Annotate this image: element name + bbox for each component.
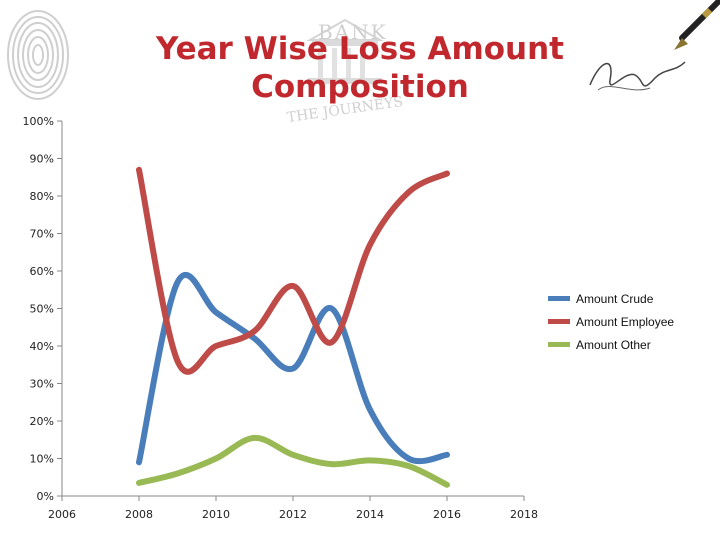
series-line-amount-employee — [136, 166, 450, 375]
x-tick-label: 2018 — [510, 508, 538, 521]
legend-swatch — [548, 296, 570, 301]
axes: 0% 10% 20% 30% 40% 50% 60% 70% 80% 90% 100% 2006 200… — [23, 115, 538, 521]
data-point-amount-employee — [329, 340, 334, 345]
data-point-amount-employee — [291, 284, 295, 288]
data-point-amount-crude — [175, 280, 180, 285]
legend-label: Amount Employee — [576, 314, 675, 329]
series-group — [136, 166, 450, 488]
data-point-amount-crude — [214, 310, 218, 315]
chart-legend: Amount Crude Amount Employee Amount Other — [548, 287, 674, 356]
legend-swatch — [548, 342, 570, 347]
bank-watermark: THE JOURNEYS BANK — [250, 10, 440, 126]
data-point-amount-other — [175, 471, 180, 476]
data-point-amount-crude — [252, 336, 257, 341]
y-tick-label: 70% — [30, 228, 54, 241]
data-point-amount-other — [368, 458, 372, 463]
data-point-amount-crude — [291, 366, 295, 371]
y-tick-label: 100% — [23, 115, 54, 128]
data-point-amount-other — [406, 464, 411, 468]
data-point-amount-employee — [175, 359, 180, 363]
y-tick-label: 80% — [30, 190, 54, 203]
y-tick-label: 50% — [30, 303, 54, 316]
data-point-amount-employee — [214, 344, 218, 348]
x-tick-label: 2014 — [356, 508, 384, 521]
legend-item-amount-crude: Amount Crude — [548, 287, 674, 310]
data-point-amount-crude — [406, 456, 411, 461]
y-tick-label: 20% — [30, 415, 54, 428]
legend-label: Amount Other — [576, 337, 651, 352]
legend-item-amount-employee: Amount Employee — [548, 310, 674, 333]
y-tick-label: 40% — [30, 340, 54, 353]
legend-swatch — [548, 319, 570, 324]
data-point-amount-crude — [368, 407, 372, 412]
signature-icon — [589, 61, 686, 91]
data-point-amount-other — [252, 435, 257, 440]
fingerprint-icon — [7, 10, 69, 100]
x-tick-label: 2008 — [125, 508, 153, 521]
y-tick-label: 10% — [30, 453, 54, 466]
legend-item-amount-other: Amount Other — [548, 333, 674, 356]
data-point-amount-other — [291, 452, 295, 457]
data-point-amount-employee — [445, 171, 449, 176]
fountain-pen-icon — [674, 0, 720, 50]
data-point-amount-employee — [137, 167, 141, 172]
bank-building-icon: THE JOURNEYS — [286, 18, 404, 126]
y-tick-label: 60% — [30, 265, 54, 278]
data-point-amount-other — [445, 482, 449, 487]
y-tick-label: 0% — [37, 490, 54, 503]
data-point-amount-other — [214, 456, 218, 461]
data-point-amount-other — [137, 480, 141, 485]
x-tick-label: 2006 — [48, 508, 76, 521]
legend-label: Amount Crude — [576, 291, 654, 306]
series-line-amount-other — [136, 434, 450, 488]
data-point-amount-crude — [329, 306, 334, 311]
data-point-amount-crude — [137, 460, 141, 465]
data-point-amount-crude — [445, 452, 449, 457]
data-point-amount-other — [329, 462, 334, 467]
y-tick-label: 30% — [30, 378, 54, 391]
x-tick-label: 2012 — [279, 508, 307, 521]
watermark-bank-text: BANK — [318, 20, 388, 44]
chart-title: Year Wise Loss Amount Composition — [155, 31, 564, 105]
data-point-amount-employee — [368, 242, 372, 247]
x-tick-label: 2016 — [433, 508, 461, 521]
data-point-amount-employee — [252, 329, 257, 333]
x-tick-label: 2010 — [202, 508, 230, 521]
y-tick-label: 90% — [30, 153, 54, 166]
data-point-amount-employee — [406, 190, 411, 195]
